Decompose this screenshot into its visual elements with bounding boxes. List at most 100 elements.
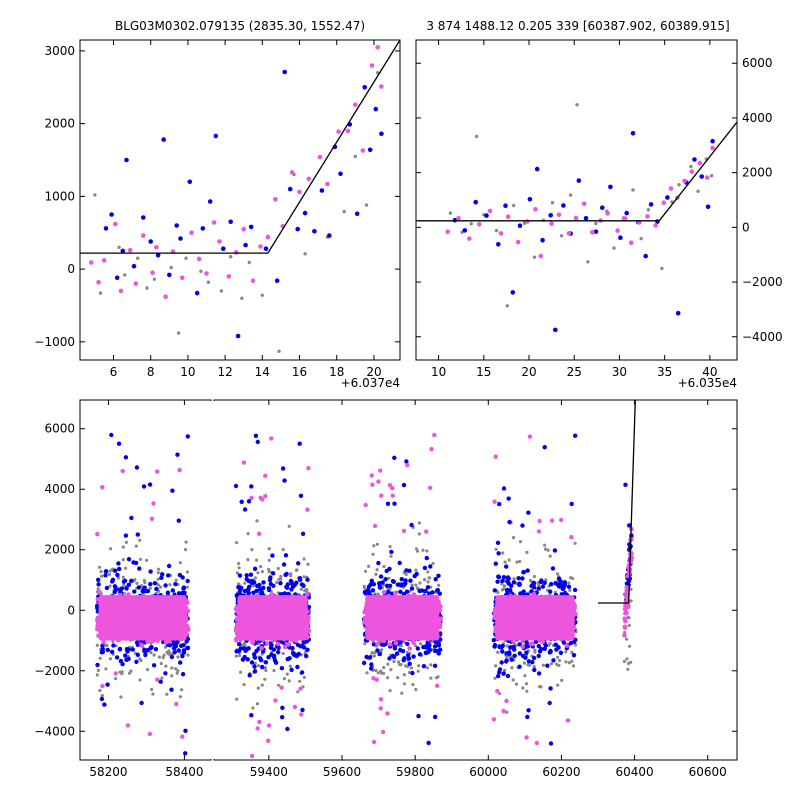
data-point xyxy=(185,626,191,631)
data-point xyxy=(143,652,148,658)
data-point xyxy=(299,712,304,717)
data-point xyxy=(526,659,532,664)
data-point xyxy=(363,642,367,646)
data-point xyxy=(544,628,549,633)
data-point xyxy=(152,277,157,281)
data-point xyxy=(506,608,511,614)
data-point xyxy=(185,636,191,642)
data-point xyxy=(387,656,392,661)
data-point xyxy=(245,603,250,609)
data-point xyxy=(150,270,155,276)
data-point xyxy=(537,518,542,524)
data-point xyxy=(392,455,397,460)
data-point xyxy=(436,599,442,605)
data-point xyxy=(129,578,134,583)
data-point xyxy=(426,580,430,584)
data-point xyxy=(520,576,525,581)
data-point xyxy=(170,588,175,593)
data-point xyxy=(551,611,556,616)
data-point xyxy=(437,624,443,629)
data-point xyxy=(544,604,549,609)
data-point xyxy=(375,648,380,653)
season-group xyxy=(361,432,444,760)
data-point xyxy=(369,635,374,641)
data-point xyxy=(117,566,122,572)
data-point xyxy=(532,667,537,673)
data-point xyxy=(291,629,297,634)
data-point xyxy=(547,700,552,706)
data-point xyxy=(293,617,299,623)
data-point xyxy=(491,717,497,722)
data-point xyxy=(417,605,423,610)
data-point xyxy=(152,653,156,657)
x-tick-label: 10 xyxy=(431,365,446,379)
data-point xyxy=(407,661,412,666)
data-point xyxy=(526,510,531,515)
data-point xyxy=(183,548,188,552)
data-point xyxy=(268,645,274,650)
data-point xyxy=(163,294,168,300)
data-point xyxy=(495,604,501,609)
data-point xyxy=(109,432,114,438)
data-point xyxy=(622,624,628,630)
data-point xyxy=(388,545,392,549)
data-point xyxy=(325,181,330,187)
data-point xyxy=(154,245,159,250)
data-point xyxy=(123,617,128,623)
data-point xyxy=(492,499,497,504)
data-point xyxy=(298,493,304,498)
data-point xyxy=(527,196,533,202)
data-point xyxy=(139,622,145,628)
data-point xyxy=(99,570,103,574)
data-point xyxy=(109,621,115,626)
season-group xyxy=(491,433,578,760)
data-point xyxy=(370,595,376,600)
data-point xyxy=(239,670,243,674)
data-point xyxy=(374,572,378,577)
data-point xyxy=(160,620,165,626)
data-point xyxy=(365,624,370,630)
data-point xyxy=(677,183,681,187)
data-point xyxy=(156,628,162,634)
data-point xyxy=(550,201,555,205)
data-point xyxy=(504,658,509,663)
data-point xyxy=(499,660,504,665)
data-point xyxy=(377,584,383,589)
data-point xyxy=(418,623,424,629)
data-point xyxy=(392,659,396,664)
data-point xyxy=(126,628,132,633)
data-point xyxy=(260,293,264,297)
data-point xyxy=(492,588,497,593)
data-point xyxy=(573,541,577,545)
data-point xyxy=(175,671,179,675)
data-point xyxy=(625,657,629,661)
data-point xyxy=(306,176,312,182)
data-point xyxy=(242,655,247,660)
data-point xyxy=(516,576,521,581)
data-point xyxy=(371,621,376,626)
data-point xyxy=(405,641,410,647)
data-point xyxy=(370,651,374,655)
data-point xyxy=(164,621,169,627)
data-point xyxy=(371,642,376,647)
data-point xyxy=(286,591,291,597)
data-point xyxy=(564,643,569,648)
data-point xyxy=(545,663,550,668)
data-point xyxy=(281,631,287,637)
data-point xyxy=(278,596,284,602)
data-point xyxy=(646,208,651,212)
data-point xyxy=(562,608,568,614)
data-point xyxy=(124,157,129,163)
data-point xyxy=(136,256,140,260)
data-point xyxy=(164,598,170,603)
data-point xyxy=(98,656,102,660)
data-point xyxy=(105,682,110,687)
data-point xyxy=(113,568,118,573)
data-point xyxy=(236,582,241,586)
data-point xyxy=(258,636,263,641)
data-point xyxy=(276,620,282,626)
data-point xyxy=(369,473,374,478)
data-point xyxy=(236,585,241,590)
data-point xyxy=(100,485,105,490)
